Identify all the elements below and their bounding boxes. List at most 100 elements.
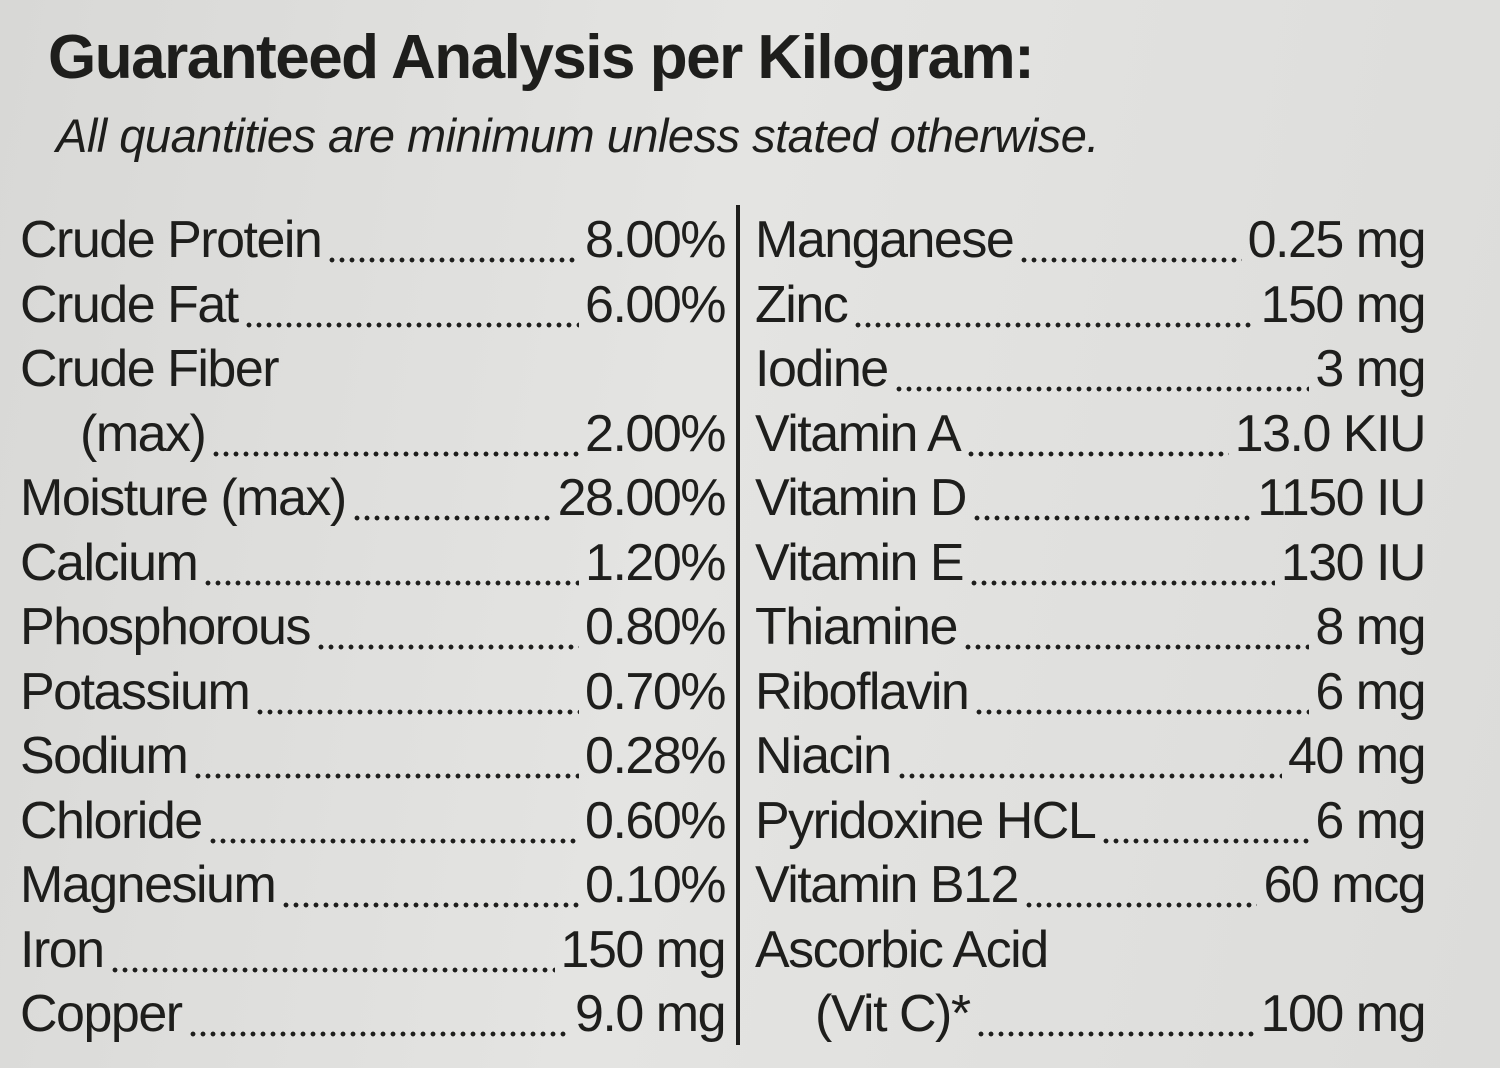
- nutrient-value: 0.25 mg: [1247, 211, 1427, 269]
- nutrient-row: Calcium 1.20%: [20, 533, 726, 598]
- nutrient-row: Pyridoxine HCL 6 mg: [755, 791, 1426, 856]
- leader: [1023, 902, 1258, 909]
- nutrient-value: 150 mg: [1260, 275, 1427, 334]
- leader: [853, 321, 1255, 328]
- leader: [974, 708, 1310, 715]
- leader: [893, 386, 1310, 393]
- nutrient-sub: (max): [80, 404, 207, 463]
- nutrient-row: Riboflavin 6 mg: [755, 662, 1426, 727]
- leader: [896, 773, 1282, 780]
- leader: [255, 708, 580, 715]
- nutrient-name: Ascorbic Acid: [755, 920, 1049, 979]
- nutrient-name: Iodine: [755, 340, 889, 398]
- nutrient-value: 0.28%: [585, 727, 726, 785]
- left-column: Crude Protein 8.00% Crude Fat 6.00% Crude Fi…: [20, 210, 727, 1049]
- leader: [969, 579, 1275, 586]
- nutrient-value: 0.80%: [585, 598, 726, 656]
- leader: [193, 773, 580, 780]
- nutrient-name: Niacin: [755, 727, 892, 785]
- leader: [207, 837, 580, 844]
- nutrient-value: 0.10%: [585, 856, 726, 914]
- nutrient-row: Crude Protein 8.00%: [20, 210, 726, 275]
- nutrient-name: Crude Fiber: [20, 340, 280, 398]
- title: Guaranteed Analysis per Kilogram:: [48, 23, 1035, 92]
- nutrient-name: Moisture (max): [20, 469, 347, 527]
- nutrient-value: 13.0 KIU: [1234, 404, 1427, 463]
- leader: [187, 1031, 570, 1038]
- nutrient-name: Sodium: [20, 727, 189, 785]
- nutrient-row: Phosphorous 0.80%: [20, 597, 726, 662]
- nutrient-value: 1.20%: [585, 533, 726, 592]
- leader: [966, 450, 1229, 457]
- nutrient-row: Zinc 150 mg: [755, 275, 1427, 340]
- leader: [109, 966, 555, 973]
- leader: [351, 515, 552, 522]
- nutrient-row: Iodine 3 mg: [755, 339, 1426, 404]
- nutrient-value: 6 mg: [1315, 791, 1426, 850]
- nutrient-value: 0.70%: [585, 662, 726, 721]
- nutrient-name: Chloride: [20, 791, 203, 850]
- nutrient-row: Iron 150 mg: [20, 920, 727, 985]
- nutrient-value: 6.00%: [585, 275, 726, 334]
- nutrient-value: 8.00%: [585, 211, 726, 269]
- nutrient-row: Crude Fat 6.00%: [20, 275, 726, 340]
- nutrient-row: Moisture (max) 28.00%: [20, 468, 727, 533]
- nutrient-value: 28.00%: [557, 469, 727, 527]
- nutrient-row: Vitamin D 1150 IU: [755, 468, 1426, 533]
- leader: [211, 450, 580, 457]
- nutrient-row: Magnesium 0.10%: [20, 855, 726, 920]
- nutrient-name: Vitamin D: [755, 469, 967, 527]
- right-column: Manganese 0.25 mg Zinc 150 mg Iodine 3 mg Vita…: [755, 210, 1427, 1049]
- nutrient-value: 0.60%: [585, 791, 726, 850]
- subtitle: All quantities are minimum unless stated…: [56, 109, 1099, 162]
- nutrient-row: Vitamin E 130 IU: [755, 533, 1427, 598]
- nutrient-name: Riboflavin: [755, 662, 970, 721]
- nutrient-name: Pyridoxine HCL: [755, 791, 1097, 850]
- nutrient-sub: (Vit C)*: [815, 985, 971, 1043]
- leader: [315, 644, 580, 651]
- nutrient-row: (Vit C)* 100 mg: [755, 984, 1427, 1049]
- nutrient-name: Manganese: [755, 211, 1015, 269]
- nutrient-row: Vitamin B12 60 mcg: [755, 855, 1426, 920]
- nutrient-value: 8 mg: [1315, 598, 1426, 656]
- leader: [971, 515, 1252, 522]
- nutrient-name: Iron: [20, 920, 105, 979]
- nutrient-name: Phosphorous: [20, 598, 311, 656]
- leader: [203, 579, 580, 586]
- nutrient-name: Crude Protein: [20, 211, 323, 269]
- leader: [962, 644, 1310, 651]
- nutrient-row: Sodium 0.28%: [20, 726, 726, 791]
- nutrient-row: Niacin 40 mg: [755, 726, 1427, 791]
- nutrient-row: Potassium 0.70%: [20, 662, 726, 727]
- nutrient-row: Vitamin A 13.0 KIU: [755, 404, 1427, 469]
- nutrient-name: Crude Fat: [20, 275, 239, 334]
- nutrient-value: 2.00%: [585, 404, 726, 463]
- nutrient-value: 40 mg: [1287, 727, 1427, 785]
- nutrient-name: Zinc: [755, 275, 849, 334]
- nutrient-row: Ascorbic Acid: [755, 920, 1425, 985]
- leader: [1101, 837, 1310, 844]
- nutrient-value: 9.0 mg: [575, 985, 726, 1043]
- nutrient-value: 60 mcg: [1263, 856, 1426, 914]
- leader: [243, 321, 580, 328]
- nutrient-name: Copper: [20, 985, 183, 1043]
- nutrient-value: 100 mg: [1260, 985, 1427, 1043]
- leader: [975, 1031, 1255, 1038]
- nutrient-value: 130 IU: [1280, 533, 1427, 592]
- nutrient-name: Vitamin A: [755, 404, 962, 463]
- nutrient-value: 1150 IU: [1257, 469, 1426, 527]
- nutrient-row: Chloride 0.60%: [20, 791, 726, 856]
- nutrient-value: 3 mg: [1315, 340, 1426, 398]
- nutrient-value: 150 mg: [560, 920, 727, 979]
- nutrient-name: Potassium: [20, 662, 251, 721]
- leader: [281, 902, 580, 909]
- nutrient-name: Vitamin E: [755, 533, 965, 592]
- nutrient-name: Calcium: [20, 533, 199, 592]
- nutrient-name: Magnesium: [20, 856, 277, 914]
- divider: [736, 205, 740, 1045]
- nutrient-row: Crude Fiber: [20, 339, 725, 404]
- leader: [327, 257, 580, 264]
- nutrient-name: Thiamine: [755, 598, 958, 656]
- nutrient-row: Thiamine 8 mg: [755, 597, 1426, 662]
